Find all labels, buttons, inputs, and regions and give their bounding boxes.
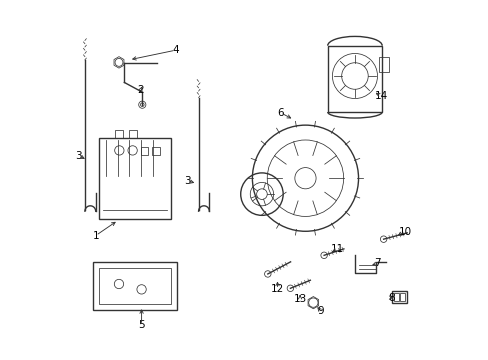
Text: 12: 12 — [270, 284, 284, 294]
Bar — [393, 293, 398, 301]
Text: 3: 3 — [183, 176, 190, 186]
Text: 4: 4 — [172, 45, 179, 55]
Text: 11: 11 — [330, 244, 343, 254]
Bar — [327, 46, 382, 112]
Bar — [399, 293, 405, 301]
Text: 14: 14 — [374, 91, 387, 101]
Text: 9: 9 — [317, 306, 323, 316]
Text: 8: 8 — [387, 293, 394, 303]
Bar — [99, 268, 170, 303]
Bar — [140, 147, 148, 155]
Bar — [378, 57, 388, 72]
Text: 3: 3 — [75, 150, 82, 161]
Text: 7: 7 — [374, 258, 381, 268]
Text: 10: 10 — [398, 227, 411, 237]
Bar — [93, 262, 177, 310]
Text: 5: 5 — [138, 320, 144, 330]
Bar — [391, 291, 407, 303]
Bar — [115, 130, 123, 138]
Text: 6: 6 — [277, 108, 283, 118]
Text: 1: 1 — [92, 231, 99, 240]
Bar — [99, 138, 171, 219]
Bar — [152, 147, 160, 155]
Text: 2: 2 — [137, 85, 143, 95]
Bar — [128, 130, 136, 138]
Text: 13: 13 — [293, 294, 306, 304]
